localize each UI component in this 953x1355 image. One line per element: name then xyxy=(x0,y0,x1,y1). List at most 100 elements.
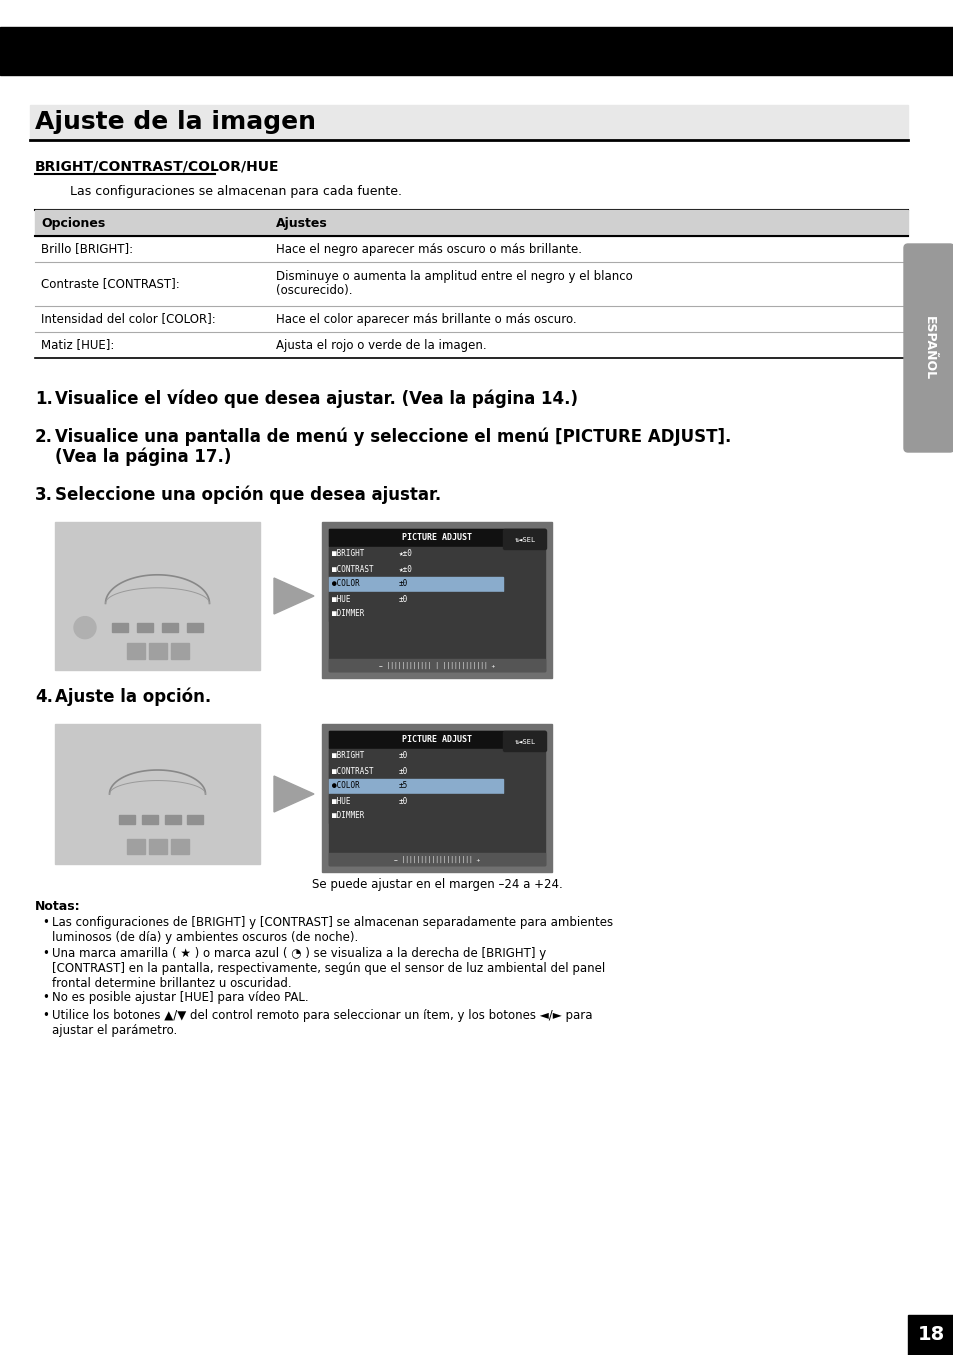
Bar xyxy=(329,854,544,864)
Bar xyxy=(165,814,181,824)
Bar xyxy=(55,724,260,864)
Text: Intensidad del color [COLOR]:: Intensidad del color [COLOR]: xyxy=(41,313,215,325)
Text: Ajuste de la imagen: Ajuste de la imagen xyxy=(35,110,315,134)
Bar xyxy=(137,623,153,631)
Text: 18: 18 xyxy=(917,1325,943,1344)
Bar xyxy=(172,644,190,660)
Bar xyxy=(329,577,502,591)
Text: (oscurecido).: (oscurecido). xyxy=(275,285,352,297)
Bar xyxy=(329,730,544,864)
Text: ■DIMMER: ■DIMMER xyxy=(332,610,364,618)
Text: Opciones: Opciones xyxy=(41,217,105,229)
Text: Visualice el vídeo que desea ajustar. (Vea la página 14.): Visualice el vídeo que desea ajustar. (V… xyxy=(55,390,578,408)
Text: ★±0: ★±0 xyxy=(398,550,413,558)
Text: •: • xyxy=(42,1009,49,1022)
FancyBboxPatch shape xyxy=(503,530,546,550)
Text: ■HUE: ■HUE xyxy=(332,797,350,805)
Text: PICTURE ADJUST: PICTURE ADJUST xyxy=(401,533,472,542)
Text: BRIGHT/CONTRAST/COLOR/HUE: BRIGHT/CONTRAST/COLOR/HUE xyxy=(35,160,279,173)
Bar xyxy=(119,814,135,824)
Bar xyxy=(128,839,146,854)
Text: ±0: ±0 xyxy=(398,797,408,805)
Bar xyxy=(188,814,203,824)
Text: ■BRIGHT: ■BRIGHT xyxy=(332,550,364,558)
Text: Ajusta el rojo o verde de la imagen.: Ajusta el rojo o verde de la imagen. xyxy=(275,339,486,351)
Text: ■HUE: ■HUE xyxy=(332,595,350,603)
Text: ±5: ±5 xyxy=(398,782,408,790)
FancyBboxPatch shape xyxy=(503,732,546,752)
Text: − │││││││││││││││││││ +: − │││││││││││││││││││ + xyxy=(394,855,479,863)
Bar xyxy=(329,730,544,748)
Bar xyxy=(128,644,146,660)
Text: Contraste [CONTRAST]:: Contraste [CONTRAST]: xyxy=(41,278,179,290)
Text: Notas:: Notas: xyxy=(35,900,81,913)
Bar xyxy=(329,528,544,671)
Text: ±0: ±0 xyxy=(398,767,408,775)
Bar xyxy=(322,522,552,678)
Text: Se puede ajustar en el margen –24 a +24.: Se puede ajustar en el margen –24 a +24. xyxy=(312,878,561,892)
Bar xyxy=(329,794,502,808)
Text: Hace el color aparecer más brillante o más oscuro.: Hace el color aparecer más brillante o m… xyxy=(275,313,576,325)
Bar xyxy=(329,659,544,671)
Bar xyxy=(0,27,953,75)
Bar xyxy=(35,210,907,236)
Text: Las configuraciones se almacenan para cada fuente.: Las configuraciones se almacenan para ca… xyxy=(70,186,401,198)
Bar xyxy=(329,764,502,778)
Text: ●COLOR: ●COLOR xyxy=(332,782,359,790)
Text: ■BRIGHT: ■BRIGHT xyxy=(332,752,364,760)
Text: ±0: ±0 xyxy=(398,595,408,603)
Text: (Vea la página 17.): (Vea la página 17.) xyxy=(55,449,232,466)
Text: 3.: 3. xyxy=(35,486,53,504)
Bar xyxy=(112,623,129,631)
Bar xyxy=(329,562,502,576)
Text: No es posible ajustar [HUE] para vídeo PAL.: No es posible ajustar [HUE] para vídeo P… xyxy=(52,991,309,1004)
Text: Ajustes: Ajustes xyxy=(275,217,328,229)
Bar xyxy=(329,592,502,606)
Bar xyxy=(30,104,907,140)
Text: ±0: ±0 xyxy=(398,752,408,760)
Text: Disminuye o aumenta la amplitud entre el negro y el blanco: Disminuye o aumenta la amplitud entre el… xyxy=(275,270,632,283)
Bar xyxy=(329,607,502,621)
Text: Ajuste la opción.: Ajuste la opción. xyxy=(55,688,211,706)
Polygon shape xyxy=(274,579,314,614)
Text: Brillo [BRIGHT]:: Brillo [BRIGHT]: xyxy=(41,243,133,256)
Text: ■CONTRAST: ■CONTRAST xyxy=(332,565,374,573)
Text: 2.: 2. xyxy=(35,428,53,446)
Bar xyxy=(322,724,552,873)
Bar xyxy=(150,839,168,854)
Text: ⇅◄SEL: ⇅◄SEL xyxy=(514,738,535,744)
Bar xyxy=(172,839,190,854)
Text: ■DIMMER: ■DIMMER xyxy=(332,812,364,821)
Bar xyxy=(329,749,502,763)
Text: ⇅◄SEL: ⇅◄SEL xyxy=(514,537,535,542)
Text: ±0: ±0 xyxy=(398,580,408,588)
Text: 4.: 4. xyxy=(35,688,53,706)
Text: ●COLOR: ●COLOR xyxy=(332,580,359,588)
Text: PICTURE ADJUST: PICTURE ADJUST xyxy=(401,734,472,744)
Text: •: • xyxy=(42,947,49,959)
Text: ESPAÑOL: ESPAÑOL xyxy=(922,316,935,379)
Bar xyxy=(329,779,502,793)
Text: •: • xyxy=(42,991,49,1004)
Text: Matiz [HUE]:: Matiz [HUE]: xyxy=(41,339,114,351)
Text: ★±0: ★±0 xyxy=(398,565,413,573)
Bar xyxy=(142,814,158,824)
Text: ■CONTRAST: ■CONTRAST xyxy=(332,767,374,775)
Text: Hace el negro aparecer más oscuro o más brillante.: Hace el negro aparecer más oscuro o más … xyxy=(275,243,581,256)
Bar xyxy=(162,623,178,631)
Polygon shape xyxy=(274,776,314,812)
Text: Visualice una pantalla de menú y seleccione el menú [PICTURE ADJUST].: Visualice una pantalla de menú y selecci… xyxy=(55,428,731,447)
Text: Seleccione una opción que desea ajustar.: Seleccione una opción que desea ajustar. xyxy=(55,486,441,504)
FancyBboxPatch shape xyxy=(903,244,953,453)
Text: 1.: 1. xyxy=(35,390,52,408)
Bar xyxy=(329,528,544,546)
Text: Utilice los botones ▲/▼ del control remoto para seleccionar un ítem, y los boton: Utilice los botones ▲/▼ del control remo… xyxy=(52,1009,592,1037)
Bar xyxy=(188,623,203,631)
Bar xyxy=(907,1314,953,1355)
Circle shape xyxy=(74,617,96,638)
Text: Una marca amarilla ( ★ ) o marca azul ( ◔ ) se visualiza a la derecha de [BRIGHT: Una marca amarilla ( ★ ) o marca azul ( … xyxy=(52,947,604,991)
Text: Las configuraciones de [BRIGHT] y [CONTRAST] se almacenan separadamente para amb: Las configuraciones de [BRIGHT] y [CONTR… xyxy=(52,916,613,944)
Text: − ││││││││││││ │ ││││││││││││ +: − ││││││││││││ │ ││││││││││││ + xyxy=(378,661,495,668)
Text: •: • xyxy=(42,916,49,930)
Bar xyxy=(55,522,260,669)
